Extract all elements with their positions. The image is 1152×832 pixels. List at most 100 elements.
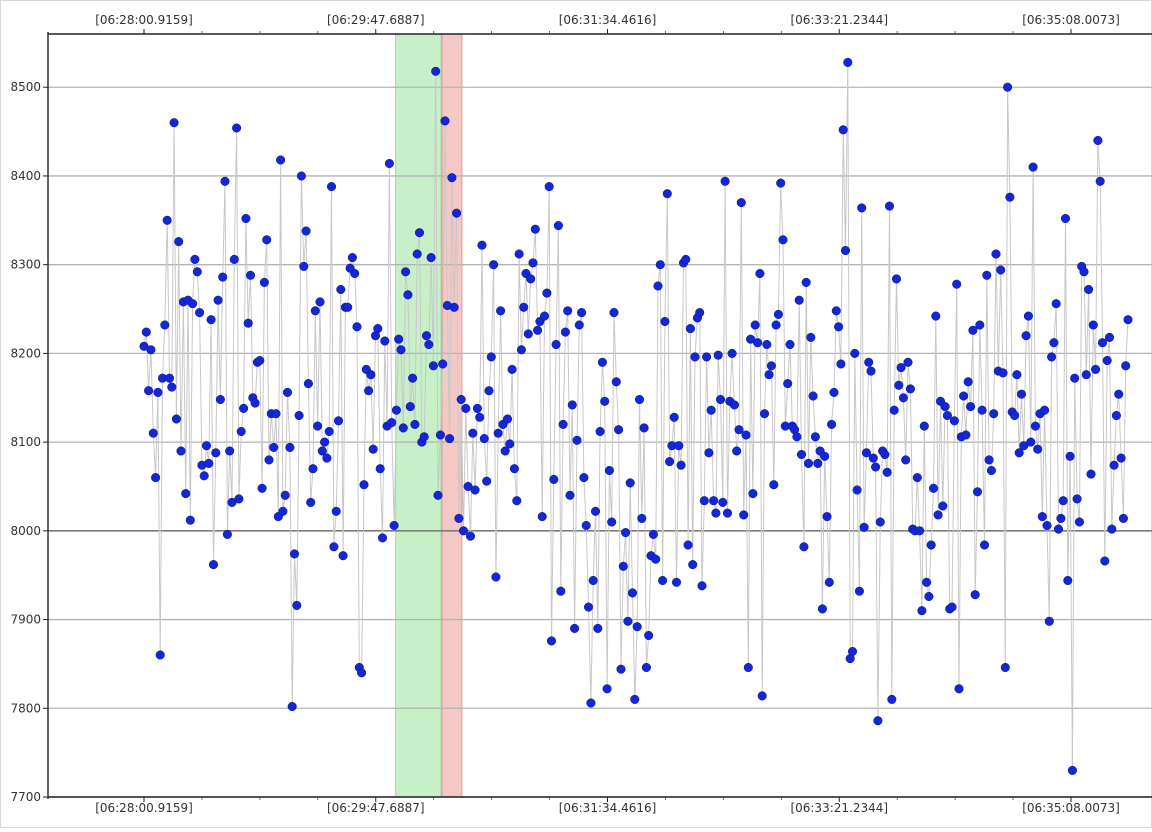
data-point: [952, 279, 962, 289]
data-point: [840, 245, 851, 256]
data-point: [1079, 267, 1089, 277]
data-point: [572, 435, 582, 445]
data-point: [627, 588, 638, 598]
data-point: [558, 419, 568, 429]
data-point: [380, 336, 390, 346]
data-point: [482, 476, 492, 486]
data-point: [813, 458, 823, 468]
data-point: [755, 268, 765, 279]
data-point: [336, 284, 346, 295]
data-point: [255, 355, 265, 366]
data-point: [542, 288, 552, 298]
data-point: [1047, 352, 1057, 362]
data-point: [278, 506, 288, 516]
data-point: [412, 249, 422, 259]
data-point: [519, 302, 529, 312]
data-point: [857, 203, 867, 213]
data-point: [1030, 421, 1040, 431]
data-point: [445, 434, 455, 444]
data-point: [523, 329, 533, 339]
series-points: [139, 57, 1133, 775]
data-point: [1028, 162, 1038, 172]
series-line: [143, 62, 1129, 771]
data-point: [799, 542, 809, 552]
data-point: [563, 306, 573, 316]
data-point: [368, 444, 378, 454]
data-point: [894, 380, 904, 390]
data-point: [887, 694, 897, 704]
data-point: [792, 432, 802, 442]
data-point: [625, 478, 635, 488]
data-point: [882, 467, 892, 477]
data-point: [326, 182, 337, 192]
data-point: [1010, 410, 1020, 421]
data-point: [148, 428, 158, 438]
data-point: [655, 260, 665, 270]
data-point: [1053, 524, 1064, 534]
data-point: [426, 253, 436, 263]
data-point: [722, 508, 733, 518]
data-point: [329, 542, 339, 552]
data-point: [873, 716, 883, 726]
data-point: [669, 412, 679, 422]
data-point: [331, 506, 341, 516]
data-point: [245, 270, 256, 280]
data-point: [998, 368, 1008, 378]
data-point: [461, 403, 471, 413]
data-point: [702, 352, 712, 362]
data-point: [766, 361, 776, 371]
data-point: [671, 577, 682, 587]
data-point: [674, 441, 684, 451]
data-point: [609, 308, 619, 318]
data-point: [1065, 451, 1075, 461]
data-point: [322, 453, 332, 463]
data-point: [1040, 405, 1050, 415]
data-point: [1088, 320, 1098, 330]
data-point: [875, 517, 885, 527]
data-point: [560, 327, 570, 337]
data-point: [294, 410, 304, 421]
data-point: [324, 426, 334, 437]
data-point: [201, 441, 212, 451]
data-point: [711, 508, 721, 518]
data-point: [276, 155, 286, 165]
data-point: [915, 526, 925, 536]
data-point: [1104, 332, 1115, 342]
data-point: [829, 387, 839, 397]
data-point: [831, 306, 841, 316]
data-point: [852, 485, 862, 495]
data-point: [769, 480, 779, 490]
data-point: [1070, 373, 1080, 383]
axes: [43, 29, 1152, 802]
data-point: [785, 339, 795, 350]
data-point: [850, 348, 860, 358]
connecting-line: [143, 62, 1129, 771]
data-point: [500, 446, 510, 456]
data-point: [359, 480, 369, 490]
data-point: [847, 646, 858, 657]
data-point: [685, 324, 695, 334]
x-tick-label-bottom: [06:29:47.6887]: [327, 801, 425, 815]
data-point: [537, 512, 547, 522]
data-point: [419, 432, 429, 442]
data-point: [405, 402, 415, 412]
data-point: [364, 386, 374, 396]
data-point: [896, 363, 906, 373]
data-point: [762, 339, 772, 350]
data-point: [820, 451, 830, 461]
data-point: [387, 418, 397, 428]
data-point: [567, 400, 577, 410]
data-point: [1021, 331, 1031, 341]
data-point: [357, 668, 367, 678]
data-point: [398, 423, 408, 433]
data-point: [796, 449, 807, 460]
data-point: [954, 684, 964, 694]
data-point: [1081, 370, 1091, 380]
data-point: [1074, 517, 1084, 527]
data-point: [1093, 135, 1103, 146]
data-point: [162, 215, 172, 225]
data-point: [1116, 453, 1126, 463]
data-point: [458, 526, 469, 536]
data-point: [632, 622, 642, 632]
data-point: [470, 485, 480, 495]
